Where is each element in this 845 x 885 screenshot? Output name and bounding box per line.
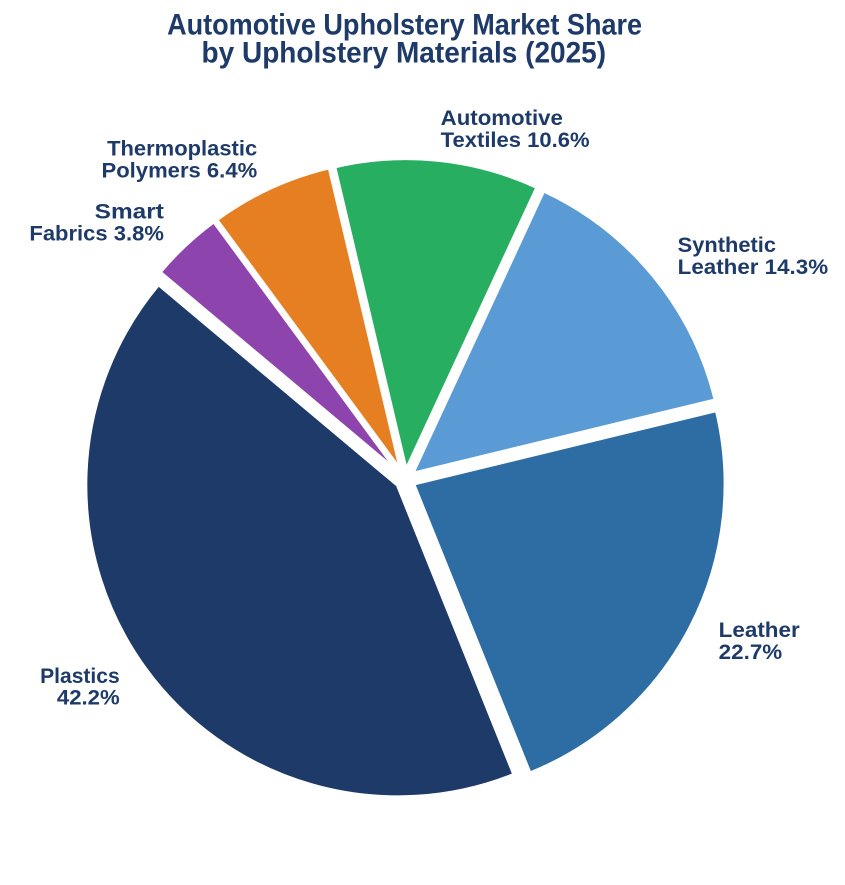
svg-text:Smart: Smart [95, 201, 164, 224]
svg-text:Automotive Upholstery Market S: Automotive Upholstery Market Share [167, 8, 642, 41]
svg-text:Thermoplastic: Thermoplastic [107, 138, 257, 161]
svg-text:Plastics: Plastics [40, 665, 120, 688]
svg-text:Textiles 10.6%: Textiles 10.6% [441, 129, 590, 152]
svg-text:Polymers 6.4%: Polymers 6.4% [102, 160, 258, 183]
svg-text:Automotive: Automotive [441, 107, 563, 130]
svg-text:22.7%: 22.7% [719, 641, 783, 664]
svg-text:Leather 14.3%: Leather 14.3% [678, 256, 828, 279]
svg-text:Synthetic: Synthetic [678, 234, 776, 257]
svg-text:by Upholstery Materials (2025): by Upholstery Materials (2025) [202, 37, 607, 70]
svg-text:42.2%: 42.2% [57, 687, 120, 710]
svg-text:Leather: Leather [719, 619, 800, 642]
svg-text:Fabrics 3.8%: Fabrics 3.8% [29, 222, 164, 245]
